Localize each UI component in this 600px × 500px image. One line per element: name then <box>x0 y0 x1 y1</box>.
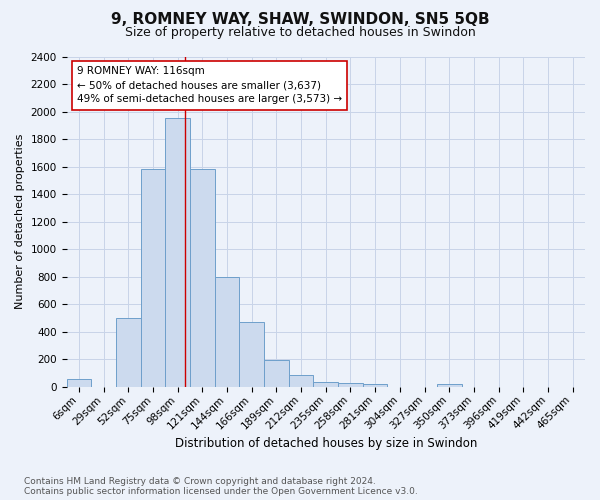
Bar <box>215 277 239 387</box>
X-axis label: Distribution of detached houses by size in Swindon: Distribution of detached houses by size … <box>175 437 477 450</box>
Bar <box>239 322 264 387</box>
Bar <box>338 383 363 387</box>
Text: Size of property relative to detached houses in Swindon: Size of property relative to detached ho… <box>125 26 475 39</box>
Bar <box>67 380 91 387</box>
Text: 9 ROMNEY WAY: 116sqm
← 50% of detached houses are smaller (3,637)
49% of semi-de: 9 ROMNEY WAY: 116sqm ← 50% of detached h… <box>77 66 342 104</box>
Bar <box>289 375 313 387</box>
Bar <box>165 118 190 387</box>
Bar <box>140 170 165 387</box>
Text: Contains HM Land Registry data © Crown copyright and database right 2024.
Contai: Contains HM Land Registry data © Crown c… <box>24 476 418 496</box>
Bar <box>190 170 215 387</box>
Bar <box>116 318 140 387</box>
Y-axis label: Number of detached properties: Number of detached properties <box>15 134 25 310</box>
Text: 9, ROMNEY WAY, SHAW, SWINDON, SN5 5QB: 9, ROMNEY WAY, SHAW, SWINDON, SN5 5QB <box>110 12 490 28</box>
Bar <box>313 382 338 387</box>
Bar <box>264 360 289 387</box>
Bar <box>363 384 388 387</box>
Bar <box>437 384 461 387</box>
